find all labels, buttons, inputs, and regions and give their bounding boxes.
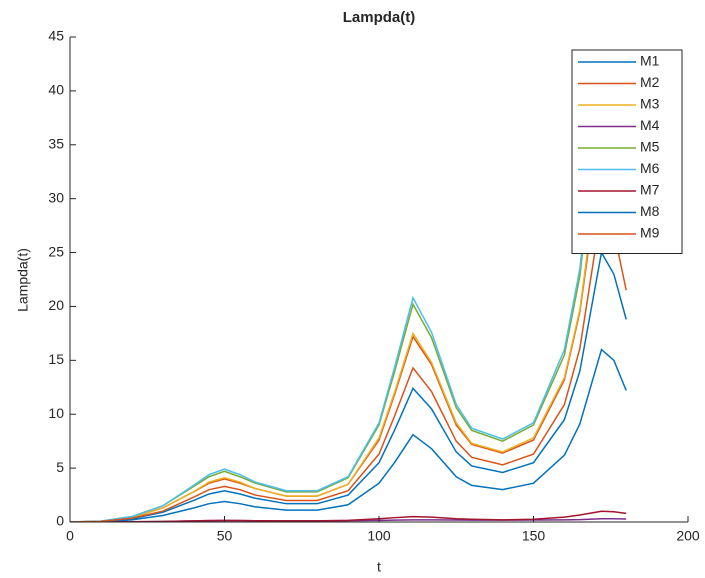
legend-label: M2 [640, 74, 660, 90]
y-tick-label: 40 [48, 82, 64, 98]
x-tick-label: 100 [367, 528, 391, 544]
chart-title: Lampda(t) [343, 9, 416, 26]
data-line [70, 80, 626, 522]
legend-label: M8 [640, 203, 660, 219]
y-tick-label: 5 [56, 459, 64, 475]
legend-label: M6 [640, 160, 660, 176]
x-axis-label: t [377, 559, 381, 575]
y-tick-label: 25 [48, 243, 64, 259]
data-line [70, 156, 626, 522]
data-line [70, 69, 626, 522]
chart: Lampda(t) t Lampda(t) 0 50 100 150 200 0 5 10 15… [0, 0, 705, 578]
legend-label: M4 [640, 117, 660, 133]
y-tick-label: 45 [48, 28, 64, 44]
x-tick-label: 0 [66, 528, 74, 544]
legend-label: M3 [640, 96, 660, 112]
legend-label: M5 [640, 139, 660, 155]
data-line [70, 350, 626, 522]
data-line [70, 253, 626, 522]
plot-area [70, 69, 626, 522]
legend-label: M9 [640, 225, 660, 241]
y-axis-label: Lampda(t) [15, 248, 31, 312]
y-tick-label: 20 [48, 297, 64, 313]
y-tick-label: 10 [48, 405, 64, 421]
y-tick-label: 0 [56, 513, 64, 529]
legend-box [572, 50, 682, 254]
x-tick-label: 200 [676, 528, 700, 544]
y-tick-label: 15 [48, 351, 64, 367]
y-tick-label: 30 [48, 189, 64, 205]
x-tick-label: 50 [217, 528, 233, 544]
legend-label: M1 [640, 53, 660, 69]
data-line [70, 145, 626, 522]
x-tick-label: 150 [522, 528, 546, 544]
y-tick-label: 35 [48, 135, 64, 151]
legend-label: M7 [640, 182, 660, 198]
